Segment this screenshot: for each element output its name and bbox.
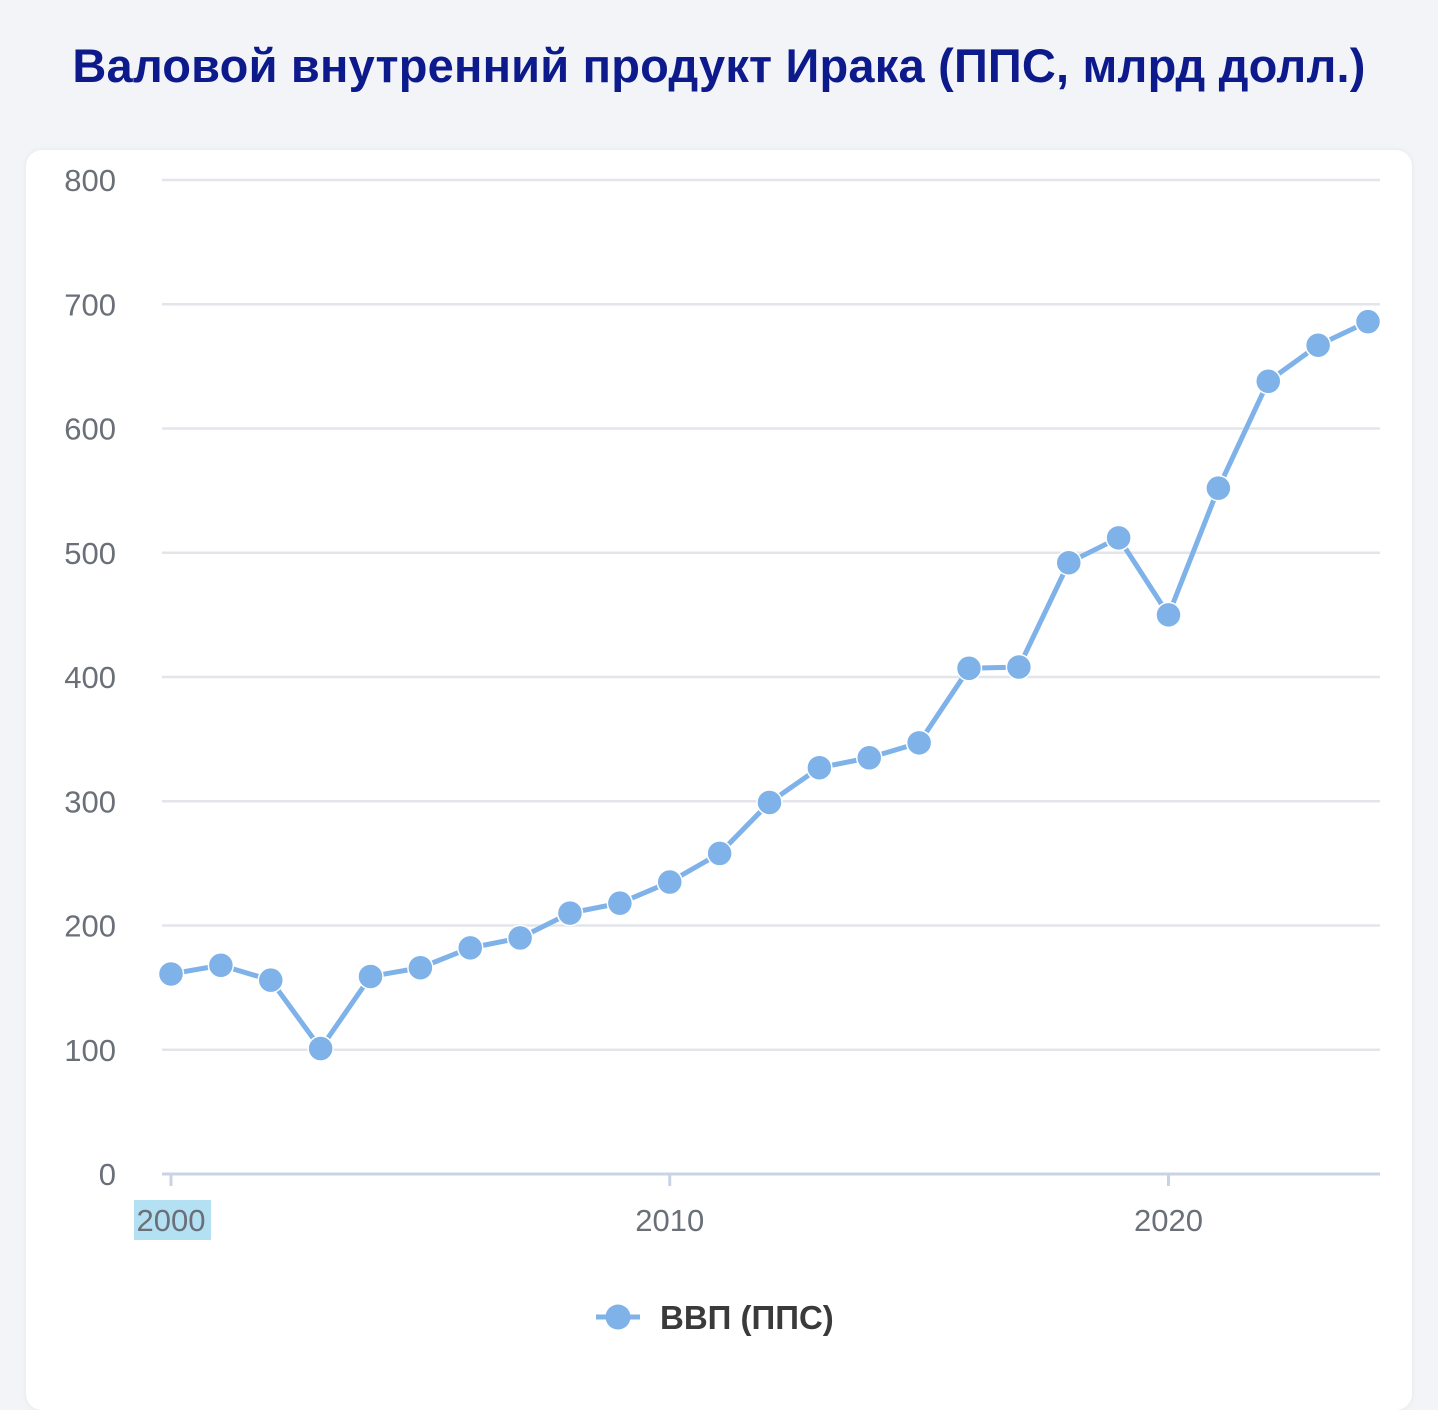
legend-label: ВВП (ППС) <box>660 1299 834 1336</box>
series-line-path <box>168 319 1371 1052</box>
data-point <box>1155 601 1182 629</box>
data-point <box>357 963 384 990</box>
y-tick-label: 600 <box>64 412 116 447</box>
data-point <box>756 789 783 816</box>
data-point <box>905 729 933 757</box>
data-point <box>556 899 584 927</box>
data-point <box>1105 524 1132 552</box>
data-point <box>1255 368 1282 395</box>
data-point <box>207 952 235 979</box>
data-point <box>856 744 883 772</box>
y-tick-label: 400 <box>64 660 116 695</box>
data-point <box>955 655 983 682</box>
data-point <box>407 954 434 981</box>
data-point <box>706 840 733 867</box>
y-tick-label: 200 <box>64 909 116 944</box>
line-chart: 0 100 200 300 400 500 600 700 800 2000 2010 2020 ВВ… <box>64 163 1382 1336</box>
y-tick-label: 300 <box>64 784 116 819</box>
data-point <box>307 1035 334 1062</box>
data-point <box>257 966 284 994</box>
x-tick-highlight <box>134 1200 211 1240</box>
gridlines <box>162 178 1380 1051</box>
y-tick-label: 700 <box>64 287 116 322</box>
data-point <box>506 924 534 952</box>
data-point <box>656 868 683 896</box>
x-tick-label: 2010 <box>635 1203 704 1238</box>
data-point <box>806 754 833 781</box>
legend[interactable]: ВВП (ППС) <box>596 1299 834 1336</box>
data-points <box>157 308 1382 1062</box>
x-tick-label: 2000 <box>137 1203 206 1238</box>
legend-marker <box>605 1304 631 1330</box>
data-point <box>606 889 634 917</box>
data-point <box>1304 332 1332 359</box>
data-point <box>157 960 185 988</box>
data-point <box>1354 308 1382 335</box>
y-tick-label: 100 <box>64 1033 116 1068</box>
data-point <box>1055 549 1082 576</box>
page-title: Валовой внутренний продукт Ирака (ППС, м… <box>72 39 1366 92</box>
data-point <box>1005 653 1033 681</box>
chart-card: 0 100 200 300 400 500 600 700 800 2000 2010 2020 ВВ… <box>26 150 1412 1410</box>
series-line <box>168 319 1371 1052</box>
y-tick-label: 500 <box>64 536 116 571</box>
y-tick-label: 800 <box>64 163 116 198</box>
axes: 0 100 200 300 400 500 600 700 800 2000 2010 2020 <box>64 163 1380 1240</box>
x-tick-label: 2020 <box>1134 1203 1203 1238</box>
y-tick-label: 0 <box>99 1157 116 1192</box>
data-point <box>1205 474 1232 502</box>
data-point <box>457 934 484 962</box>
